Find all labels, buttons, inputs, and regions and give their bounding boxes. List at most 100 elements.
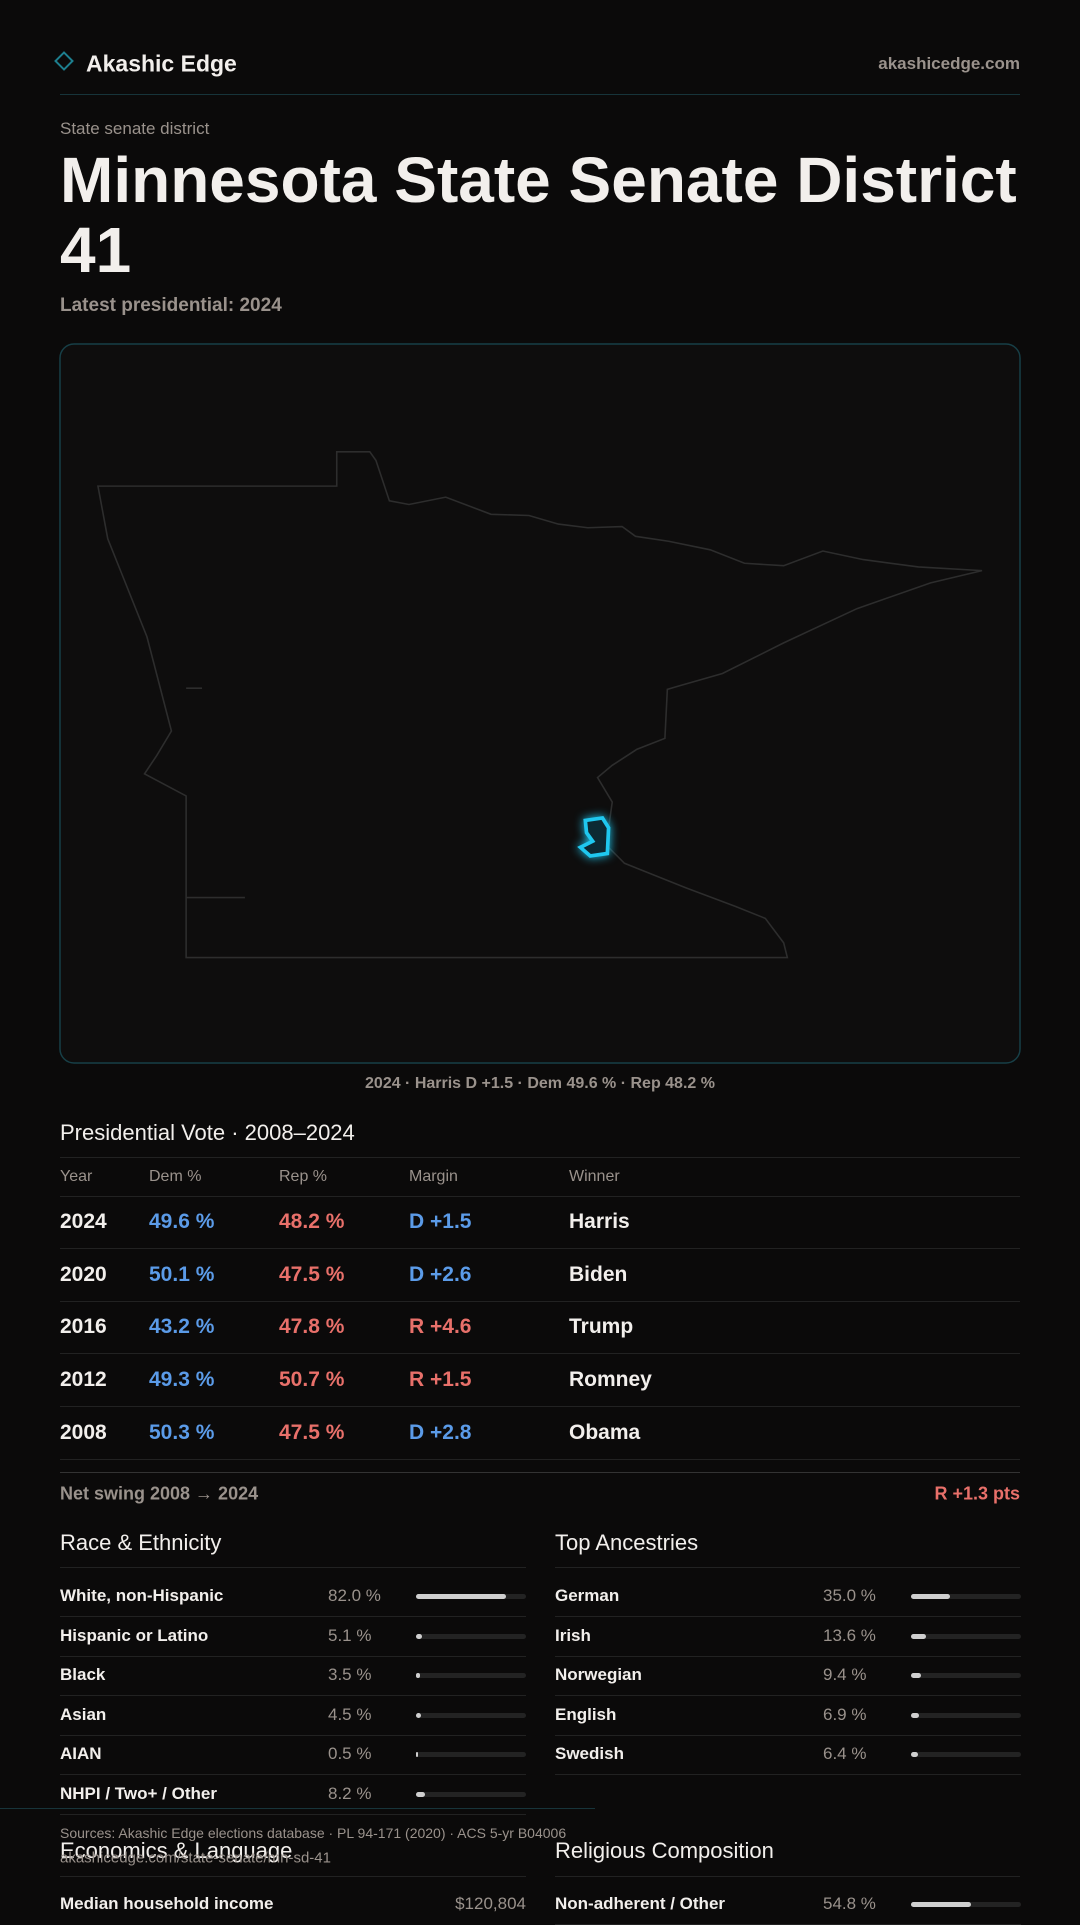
bar	[911, 1673, 922, 1679]
footer-rule	[0, 1808, 595, 1809]
row-value: 54.8 %	[823, 1894, 876, 1913]
cell: 50.1 %	[149, 1262, 215, 1286]
cell: Romney	[569, 1368, 652, 1392]
logo	[54, 51, 74, 71]
cell: D +2.6	[409, 1262, 472, 1286]
rule	[60, 1876, 526, 1877]
table-title: Presidential Vote · 2008–2024	[60, 1120, 355, 1145]
section-title: Economics & Language	[60, 1838, 293, 1863]
bar-track	[911, 1633, 1021, 1639]
cell: 48.2 %	[279, 1210, 345, 1233]
bar-track	[416, 1673, 526, 1679]
row-label: Hispanic or Latino	[60, 1625, 209, 1645]
section-title: Race & Ethnicity	[60, 1530, 222, 1555]
rule	[60, 1655, 526, 1657]
column-header: Winner	[569, 1168, 620, 1185]
row-value: $120,804	[455, 1894, 526, 1913]
cell: 50.3 %	[149, 1420, 215, 1444]
map-frame	[59, 343, 1021, 1064]
cell: 47.5 %	[279, 1420, 345, 1444]
cell: 47.8 %	[279, 1315, 345, 1339]
section-title: Top Ancestries	[555, 1530, 699, 1555]
sources: Sources: Akashic Edge elections database…	[60, 1825, 567, 1841]
rule	[555, 1567, 1020, 1568]
cell: Obama	[569, 1420, 641, 1444]
row-label: White, non-Hispanic	[60, 1586, 224, 1605]
row-label: Black	[60, 1665, 106, 1685]
row-label: German	[555, 1586, 620, 1605]
row-label: Swedish	[555, 1744, 624, 1764]
bar	[911, 1752, 919, 1758]
cell: 2008	[60, 1420, 107, 1444]
row-value: 6.4 %	[823, 1744, 867, 1764]
url: akashicedge.com/state-senate/mn-sd-41	[60, 1849, 331, 1867]
cell: 43.2 %	[149, 1315, 215, 1339]
rule	[555, 1695, 1021, 1697]
row-value: 0.5 %	[328, 1744, 372, 1764]
row-value: 13.6 %	[823, 1625, 876, 1645]
cell: Biden	[569, 1262, 628, 1286]
bar-track	[911, 1752, 1021, 1758]
state-outline	[97, 451, 983, 959]
rule	[60, 1734, 526, 1736]
rule	[60, 1406, 1020, 1408]
rule	[60, 1472, 1020, 1473]
bar	[911, 1633, 926, 1639]
bar-track	[911, 1712, 1021, 1718]
row-label: Asian	[60, 1704, 107, 1724]
row-label: Norwegian	[555, 1665, 642, 1685]
district-shape	[577, 815, 611, 858]
rule	[60, 1157, 1020, 1158]
cell: Trump	[569, 1315, 634, 1339]
column-header: Margin	[409, 1168, 458, 1185]
rule	[555, 1734, 1021, 1736]
row-value: 8.2 %	[328, 1784, 372, 1803]
row-label: NHPI / Two+ / Other	[60, 1784, 217, 1803]
rule	[60, 1616, 526, 1617]
bar-track	[416, 1633, 526, 1639]
row-value: 6.9 %	[823, 1704, 867, 1724]
column-header: Year	[60, 1168, 93, 1185]
bar	[911, 1902, 972, 1907]
bar	[416, 1752, 418, 1758]
row-label: English	[555, 1704, 617, 1724]
cell: D +1.5	[409, 1210, 472, 1233]
cell: 2024	[60, 1210, 107, 1233]
rule	[555, 1616, 1021, 1617]
eyebrow: State senate district	[60, 119, 210, 138]
cell: 49.6 %	[149, 1210, 215, 1233]
column-header: Dem %	[149, 1168, 202, 1185]
bar	[911, 1712, 919, 1718]
brand: Akashic Edge	[86, 50, 237, 77]
cell: 50.7 %	[279, 1368, 345, 1392]
rule	[60, 1695, 526, 1697]
swing-label: Net swing 2008 → 2024	[60, 1483, 259, 1504]
row-value: 35.0 %	[823, 1586, 876, 1605]
row-value: 4.5 %	[328, 1704, 372, 1724]
bar-track	[911, 1594, 1021, 1599]
bar-track	[416, 1792, 526, 1797]
bar-track	[416, 1752, 526, 1758]
subtitle: Latest presidential: 2024	[60, 295, 282, 316]
cell: R +1.5	[409, 1368, 472, 1392]
rule	[60, 1814, 526, 1815]
row-value: 5.1 %	[328, 1625, 372, 1645]
swing-value: R +1.3 pts	[934, 1483, 1020, 1504]
rule	[60, 1774, 526, 1776]
row-value: 3.5 %	[328, 1665, 372, 1685]
bar	[416, 1594, 507, 1599]
cell: 2016	[60, 1315, 107, 1339]
map-caption: 2024 · Harris D +1.5 · Dem 49.6 % · Rep …	[365, 1075, 715, 1092]
domain: akashicedge.com	[878, 54, 1020, 73]
rule	[60, 1567, 526, 1568]
rule	[60, 1196, 1020, 1197]
rule	[60, 1300, 1020, 1302]
row-label: Median household income	[60, 1894, 274, 1913]
row-label: Irish	[555, 1625, 591, 1645]
row-label: Non-adherent / Other	[555, 1894, 726, 1913]
bar	[911, 1594, 950, 1599]
rule	[60, 1248, 1020, 1249]
row-value: 82.0 %	[328, 1586, 381, 1605]
